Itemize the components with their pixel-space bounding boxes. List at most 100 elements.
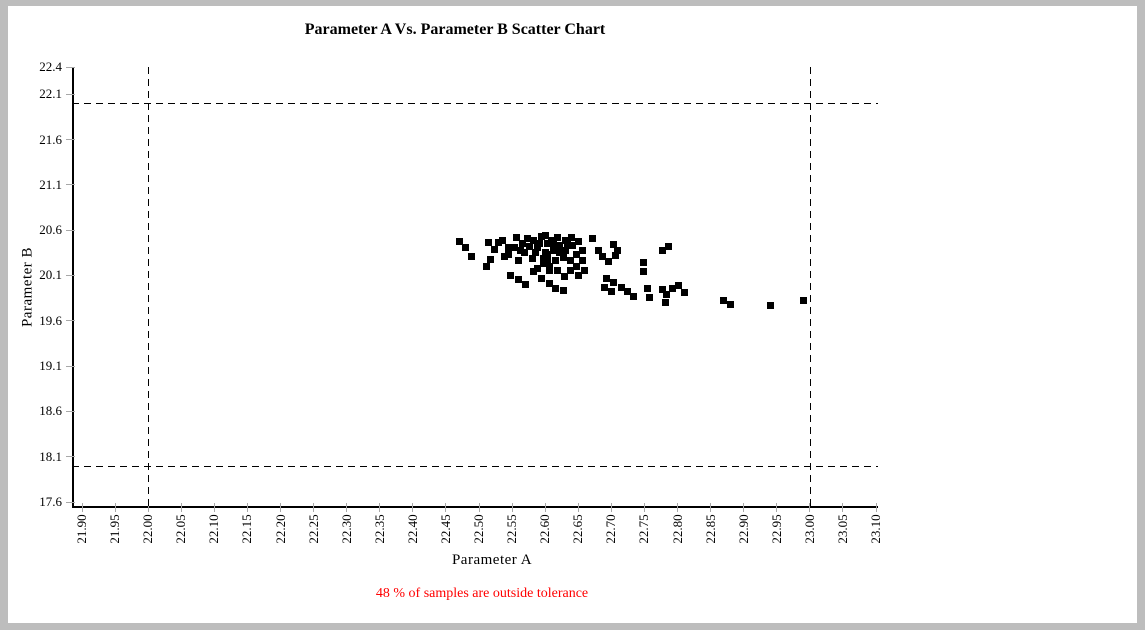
y-tick-label: 22.4 [39, 59, 62, 74]
y-tick [66, 229, 75, 231]
x-tick-label: 22.75 [636, 514, 652, 544]
x-tick-label: 23.00 [801, 514, 817, 544]
scatter-point [537, 274, 545, 282]
x-tick-label: 22.10 [206, 514, 222, 544]
scatter-point [603, 274, 611, 282]
scatter-point [539, 254, 547, 262]
scatter-point [609, 241, 617, 249]
scatter-point [579, 257, 587, 265]
x-tick [114, 503, 116, 512]
x-tick-label: 22.15 [239, 514, 255, 544]
scatter-point [588, 234, 596, 242]
x-tick [81, 503, 83, 512]
scatter-point [532, 249, 540, 257]
chart-title: Parameter A Vs. Parameter B Scatter Char… [304, 21, 606, 38]
scatter-point [658, 286, 666, 294]
scatter-point [485, 239, 493, 247]
x-tick [842, 503, 844, 512]
scatter-point [552, 257, 560, 265]
scatter-point [468, 252, 476, 260]
scatter-point [614, 246, 622, 254]
scatter-point [612, 252, 620, 259]
tolerance-line-vertical [809, 67, 811, 507]
scatter-point [573, 251, 581, 259]
scatter-point [579, 246, 587, 254]
x-tick [280, 503, 281, 512]
scatter-point [499, 236, 507, 244]
scatter-point [767, 301, 775, 309]
scatter-point [659, 247, 667, 255]
scatter-point [544, 258, 552, 266]
x-axis-title: Parameter A [451, 552, 533, 568]
scatter-point [536, 240, 544, 248]
x-tick [677, 503, 678, 512]
tolerance-note: 48 % of samples are outside tolerance [375, 586, 589, 601]
x-tick [610, 503, 612, 512]
scatter-point [554, 233, 562, 241]
scatter-point [516, 247, 524, 255]
scatter-point [487, 255, 495, 263]
scatter-point [552, 284, 560, 292]
scatter-point [548, 236, 556, 244]
scatter-point [566, 257, 574, 265]
scatter-point [680, 289, 688, 297]
y-tick [66, 456, 75, 458]
scatter-point [501, 252, 509, 260]
scatter-point [534, 243, 542, 251]
y-tick-label: 19.1 [39, 358, 62, 374]
y-tick-label: 21.6 [39, 131, 62, 147]
x-tick-label: 22.60 [537, 514, 553, 544]
y-tick [66, 365, 75, 367]
scatter-point [549, 246, 557, 254]
scatter-point [629, 292, 637, 300]
scatter-point [617, 283, 625, 291]
y-tick [66, 139, 75, 140]
x-tick [809, 503, 811, 512]
scatter-point [572, 262, 580, 270]
scatter-point [545, 280, 553, 288]
scatter-point [645, 293, 653, 301]
scatter-point [604, 258, 612, 266]
x-tick-label: 21.95 [107, 514, 123, 544]
scatter-point [545, 262, 553, 270]
x-tick-label: 22.25 [305, 514, 321, 544]
scatter-point [559, 287, 567, 295]
y-tick [66, 320, 75, 322]
scatter-point [669, 284, 677, 292]
scatter-point [541, 232, 549, 240]
x-tick [710, 503, 712, 512]
x-tick-label: 22.20 [272, 514, 288, 544]
scatter-point [526, 242, 534, 250]
scatter-point [600, 283, 608, 291]
x-tick-label: 22.35 [371, 514, 387, 544]
tolerance-line-vertical [148, 67, 150, 507]
scatter-point [560, 253, 568, 261]
scatter-point [529, 254, 537, 262]
scatter-point [664, 242, 672, 250]
chart-page [8, 6, 1137, 623]
scatter-point [599, 252, 607, 260]
scatter-point [574, 271, 582, 279]
y-axis-line [72, 67, 74, 507]
x-tick-label: 22.85 [702, 514, 718, 544]
y-axis-title: Parameter B [19, 246, 36, 328]
x-tick-label: 22.45 [437, 514, 453, 544]
x-tick [346, 503, 348, 512]
x-tick [379, 503, 381, 512]
scatter-point [720, 297, 728, 305]
y-tick [66, 501, 75, 503]
x-tick-label: 22.50 [471, 514, 486, 544]
scatter-point [581, 266, 589, 274]
scatter-point [663, 290, 671, 298]
x-tick-label: 22.55 [504, 514, 520, 544]
x-tick [544, 503, 546, 512]
scatter-point [639, 268, 647, 276]
scatter-point [543, 251, 551, 259]
y-tick-label: 20.6 [39, 222, 62, 238]
y-tick [66, 93, 75, 95]
scatter-point [505, 251, 513, 259]
tolerance-line-horizontal [72, 103, 878, 105]
x-tick [511, 503, 513, 512]
tolerance-line-horizontal [72, 465, 878, 467]
x-tick-label: 22.00 [140, 514, 156, 544]
